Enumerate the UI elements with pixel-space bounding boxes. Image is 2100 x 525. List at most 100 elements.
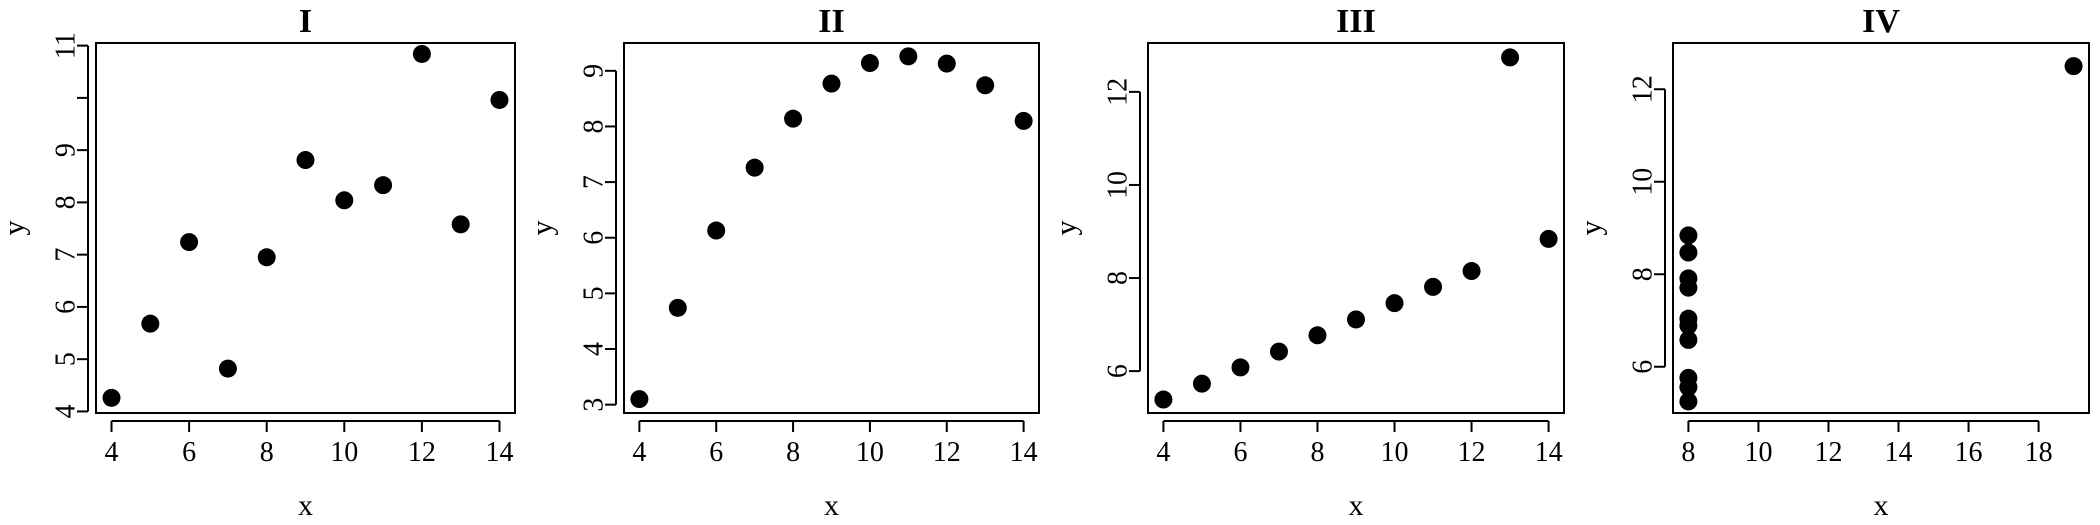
x-tick-label: 12 <box>933 437 961 468</box>
y-tick-label: 8 <box>579 119 610 133</box>
data-point <box>1269 342 1288 361</box>
data-point <box>822 74 841 93</box>
x-tick-label: 4 <box>1156 437 1170 468</box>
data-point <box>1347 310 1365 329</box>
data-point <box>490 90 509 109</box>
x-tick-label: 14 <box>1010 437 1038 468</box>
panel-III: III 4 6 8 10 12 14 x 6 8 10 12 y <box>1050 3 1565 522</box>
y-tick-label: 6 <box>1103 364 1134 378</box>
y-axis-label: y <box>526 221 559 236</box>
y-tick-label: 12 <box>1103 78 1134 106</box>
y-tick-label: 8 <box>1628 267 1659 281</box>
x-tick-label: 4 <box>105 437 119 468</box>
panel-title: III <box>1336 3 1376 40</box>
y-tick-label: 10 <box>1628 168 1659 196</box>
x-tick-label: 14 <box>485 437 513 468</box>
data-point <box>374 176 393 195</box>
x-tick-label: 6 <box>182 437 196 468</box>
data-point <box>1385 294 1404 313</box>
data-point <box>141 314 160 333</box>
panel-I: I 4 6 8 10 12 14 x 4 5 6 7 8 9 11 y <box>0 3 516 522</box>
data-point <box>1462 262 1481 281</box>
x-tick-label: 10 <box>330 437 358 468</box>
data-point <box>102 388 121 407</box>
data-point <box>1679 392 1698 411</box>
data-point <box>1539 229 1558 248</box>
data-point <box>976 76 995 95</box>
data-point <box>335 191 354 210</box>
plot-frame <box>1147 42 1565 414</box>
x-tick-label: 12 <box>408 437 436 468</box>
y-tick-label: 3 <box>579 398 610 412</box>
x-tick-label: 8 <box>1681 437 1695 468</box>
y-tick-label: 12 <box>1628 75 1659 103</box>
panel-title: IV <box>1862 3 1900 40</box>
x-tick-label: 12 <box>1458 437 1486 468</box>
y-tick-label: 11 <box>51 32 82 59</box>
data-point <box>1679 243 1698 262</box>
data-point <box>2064 57 2083 76</box>
data-point <box>412 44 431 63</box>
x-tick-label: 14 <box>1535 437 1563 468</box>
x-tick-label: 4 <box>632 437 646 468</box>
y-tick-label: 10 <box>1103 171 1134 199</box>
x-tick-label: 8 <box>260 437 274 468</box>
data-point <box>296 151 315 170</box>
y-tick-label: 6 <box>579 231 610 245</box>
data-point <box>1679 330 1698 349</box>
x-tick-label: 6 <box>1233 437 1247 468</box>
y-tick-label: 8 <box>51 195 82 209</box>
x-tick-label: 8 <box>786 437 800 468</box>
data-point <box>1154 390 1173 409</box>
panel-title: I <box>299 3 312 40</box>
x-tick-label: 10 <box>856 437 884 468</box>
x-axis-label: x <box>824 489 839 522</box>
y-tick-label: 9 <box>579 64 610 78</box>
y-axis-label: y <box>1575 221 1608 236</box>
y-tick-label: 7 <box>51 248 82 262</box>
y-axis-label: y <box>1050 221 1083 236</box>
x-tick-label: 18 <box>2025 437 2053 468</box>
plot-frame <box>1672 42 2090 414</box>
data-point <box>1231 358 1250 377</box>
data-point <box>784 109 803 128</box>
data-point <box>1424 277 1443 296</box>
data-point <box>899 47 918 66</box>
data-point <box>707 221 726 240</box>
x-tick-label: 8 <box>1310 437 1324 468</box>
y-tick-label: 5 <box>51 352 82 366</box>
x-tick-label: 10 <box>1744 437 1772 468</box>
y-tick-label: 8 <box>1103 271 1134 285</box>
y-tick-label: 4 <box>579 342 610 356</box>
data-point <box>668 298 687 317</box>
y-tick-label: 7 <box>579 175 610 189</box>
data-point <box>1679 269 1698 288</box>
x-tick-label: 12 <box>1814 437 1842 468</box>
data-point <box>860 54 879 73</box>
data-point <box>630 390 649 409</box>
data-point <box>1679 378 1698 397</box>
y-tick-label: 6 <box>1628 360 1659 374</box>
y-tick-label: 6 <box>51 300 82 314</box>
data-point <box>257 248 276 267</box>
x-axis-label: x <box>1349 489 1364 522</box>
data-point <box>451 215 470 234</box>
panel-IV: IV 8 10 12 14 16 18 x 6 8 10 12 y <box>1575 3 2090 522</box>
data-point <box>218 359 237 378</box>
data-point <box>1192 374 1211 393</box>
y-tick-label: 9 <box>51 143 82 157</box>
x-tick-label: 14 <box>1885 437 1913 468</box>
x-axis-label: x <box>1874 489 1889 522</box>
x-axis-label: x <box>298 489 313 522</box>
plot-frame <box>95 42 516 414</box>
y-axis-label: y <box>0 221 31 236</box>
y-tick-label: 5 <box>579 286 610 300</box>
x-tick-label: 16 <box>1955 437 1983 468</box>
plot-frame <box>623 42 1040 414</box>
data-point <box>1679 316 1698 335</box>
data-point <box>180 233 199 252</box>
data-point <box>1679 226 1698 245</box>
x-tick-label: 6 <box>709 437 723 468</box>
data-point <box>1501 48 1520 67</box>
